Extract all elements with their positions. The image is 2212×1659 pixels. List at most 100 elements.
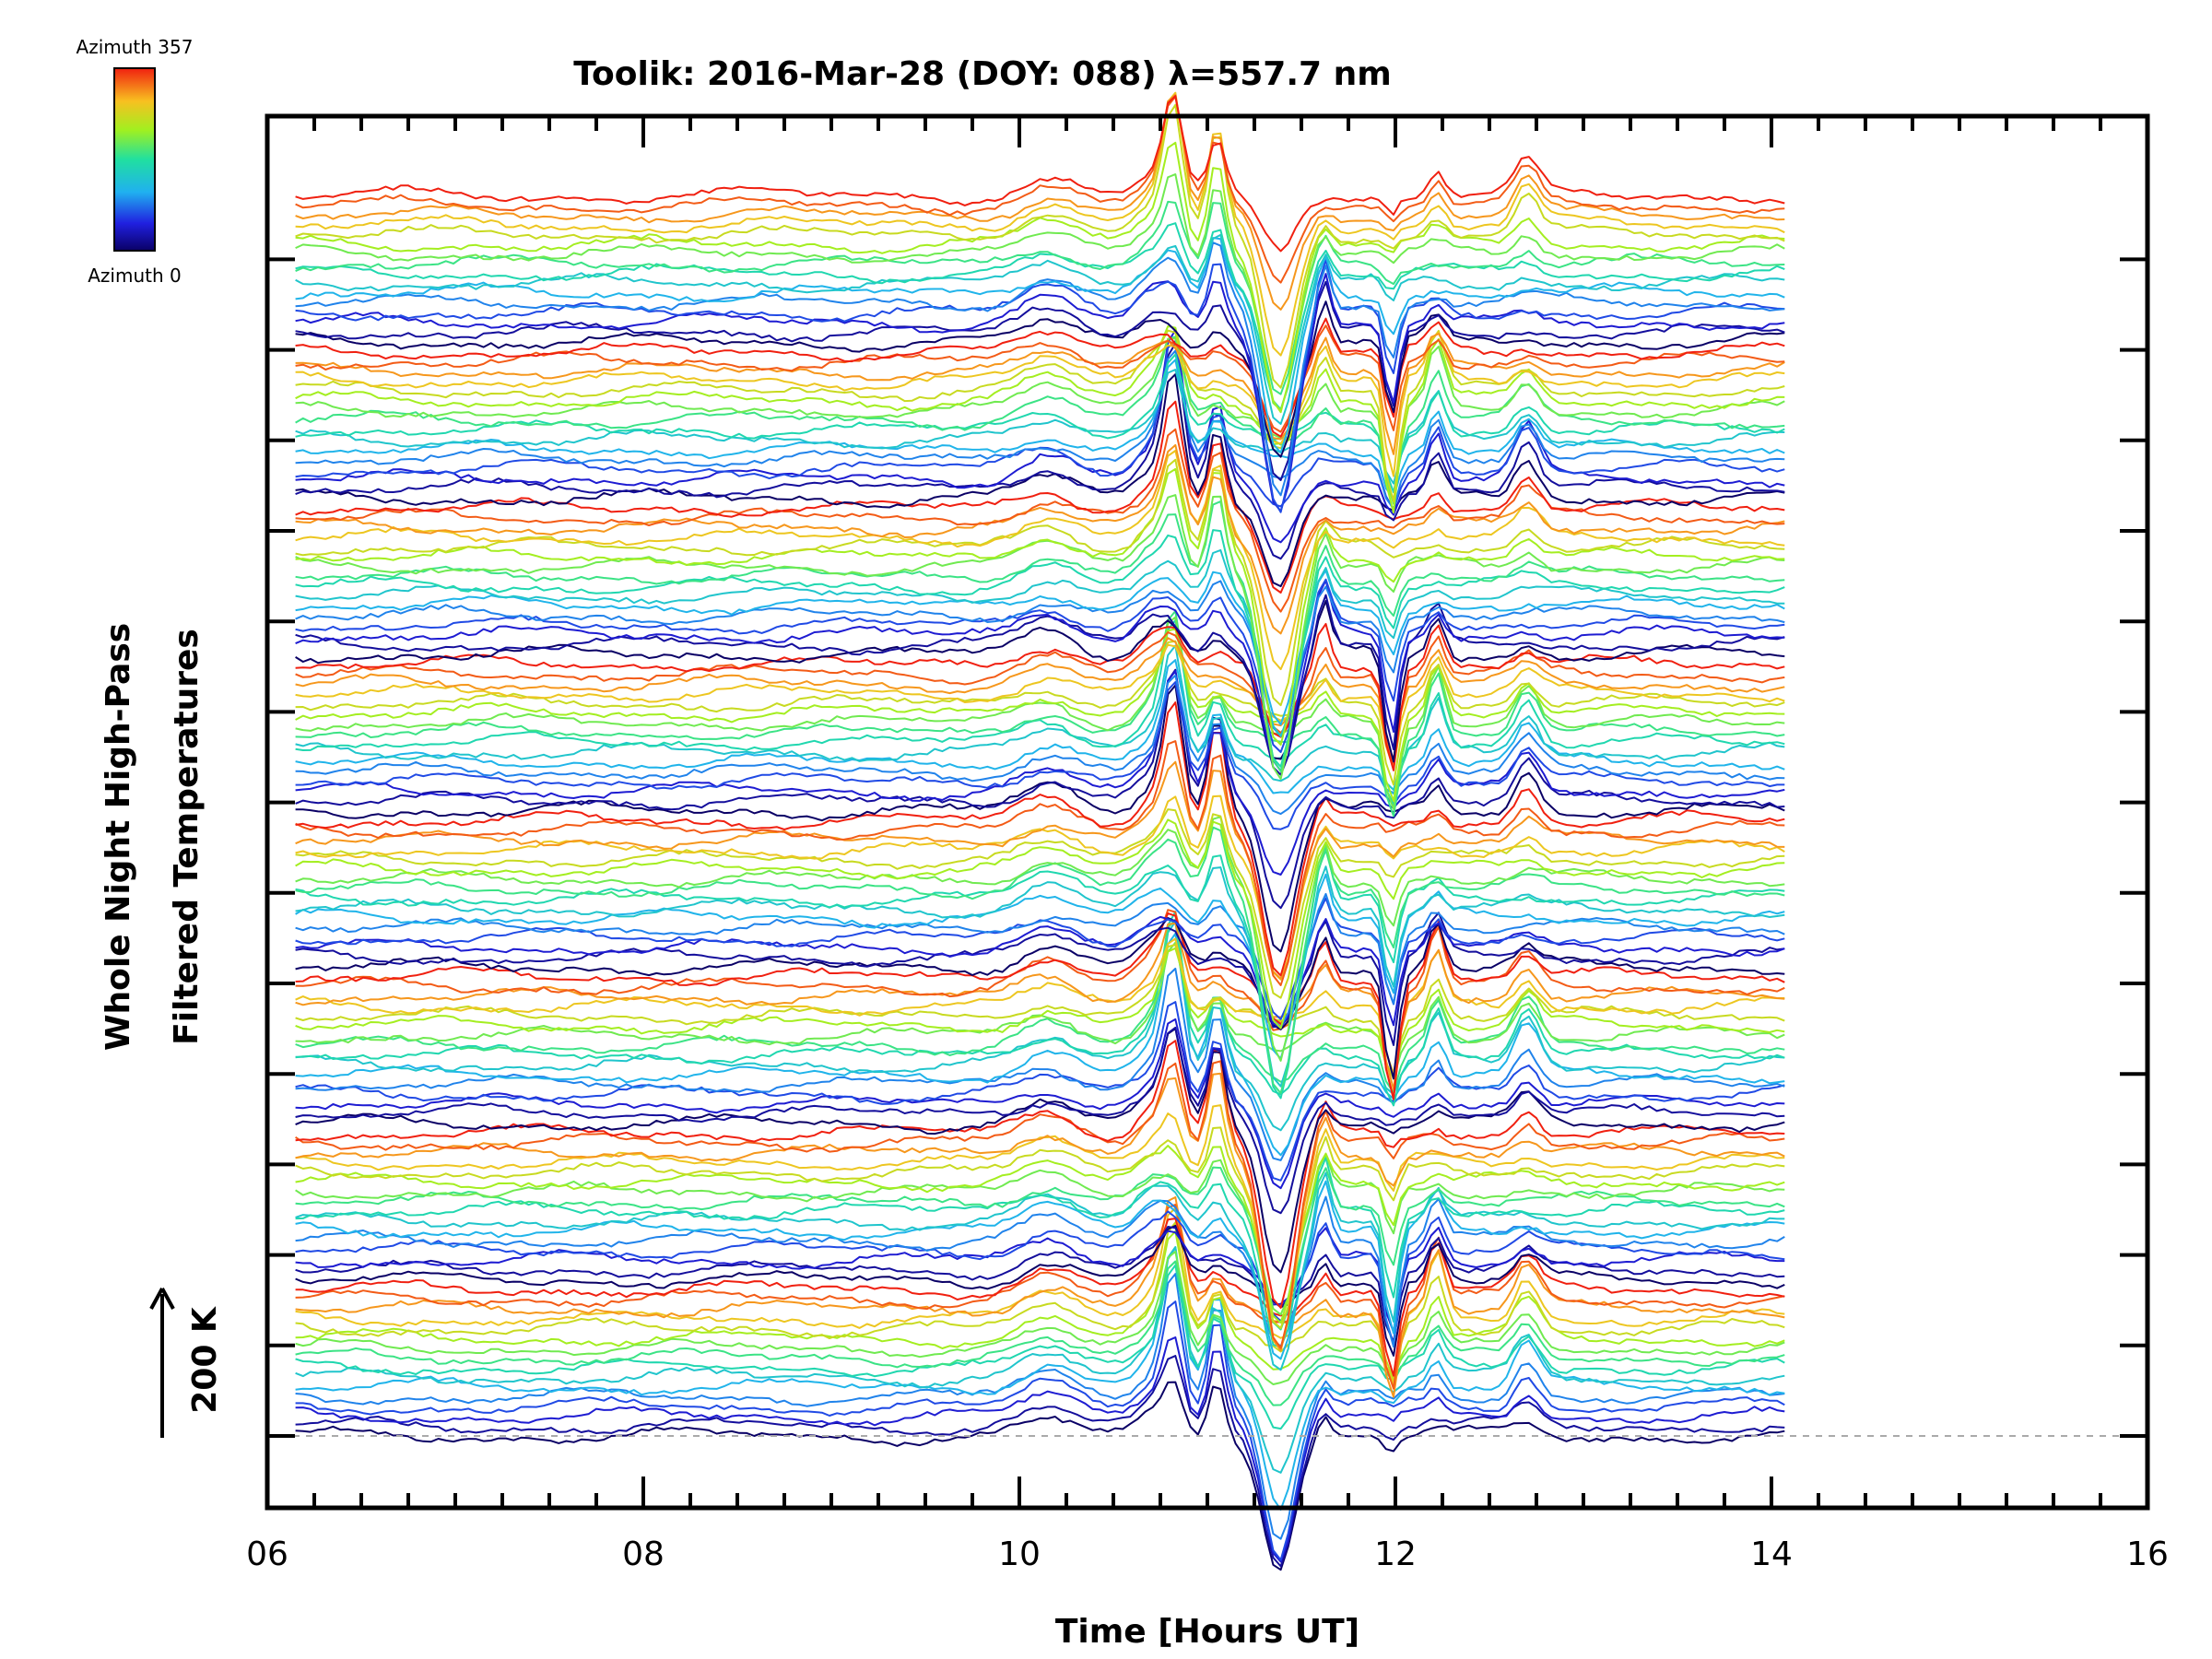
series-line [295,1264,1785,1430]
x-tick-label: 06 [246,1535,288,1573]
x-tick-label: 12 [1374,1535,1417,1573]
series-line [295,1126,1785,1329]
series-line [295,349,1785,510]
series-line [295,659,1785,794]
series-line [295,865,1785,1088]
series-line [295,337,1785,505]
series-line [295,1153,1785,1316]
series-line [295,897,1785,1020]
series-line [295,173,1785,411]
series-line [295,967,1785,1161]
series-line [295,1250,1785,1385]
y-axis-label-line-2: Filtered Temperatures [168,629,206,1045]
series-line [295,1300,1785,1561]
series-group [295,91,1785,1571]
series-line [295,359,1785,500]
series-line [295,1104,1785,1351]
series-line [295,325,1785,514]
series-line [295,428,1785,613]
series-line [295,569,1785,726]
scale-bar-label: 200 K [186,1306,224,1414]
series-line [295,619,1785,806]
series-line [295,1145,1785,1324]
series-line [295,1227,1785,1334]
series-line [295,911,1785,1107]
scale-bar: 200 K [149,1288,224,1438]
x-axis-label: Time [Hours UT] [1055,1613,1359,1651]
series-line [295,237,1785,453]
series-line [295,808,1785,999]
x-tick-label: 16 [2126,1535,2169,1573]
series-line [295,1218,1785,1377]
series-line [295,233,1785,425]
series-line [295,458,1785,707]
series-line [295,912,1785,1046]
series-line [295,578,1785,753]
series-line [295,622,1785,771]
series-line [295,1273,1785,1540]
series-line [295,1040,1785,1309]
series-line [295,674,1785,816]
series-line [295,353,1785,494]
x-tick-label: 08 [622,1535,665,1573]
series-line [295,816,1785,1062]
colorbar-top-label: Azimuth 357 [76,36,194,58]
series-line [295,937,1785,1075]
series-line [295,818,1785,1030]
series-line [295,1210,1785,1346]
series-line [295,701,1785,977]
series-line [295,333,1785,455]
series-line [295,300,1785,458]
series-line [295,1226,1785,1343]
series-line [295,280,1785,481]
series-line [295,917,1785,1080]
scale-bar-arrowhead [149,1288,175,1310]
series-line [295,373,1785,588]
series-line [295,681,1785,830]
series-line [295,222,1785,411]
series-line [295,1060,1785,1349]
series-line [295,1381,1785,1571]
series-line [295,826,1785,1095]
series-line [295,918,1785,1094]
series-line [295,1230,1785,1382]
series-line [295,259,1785,513]
series-line [295,335,1785,504]
series-line [295,643,1785,770]
series-line [295,760,1785,980]
series-line [295,1221,1785,1380]
series-line [295,1157,1785,1349]
series-line [295,1196,1785,1398]
series-line [295,594,1785,776]
series-line [295,1204,1785,1390]
series-line [295,467,1785,746]
colorbar-gradient [113,67,156,252]
series-line [295,400,1785,594]
series-line [295,91,1785,357]
series-line [295,324,1785,433]
series-line [295,95,1785,284]
axis-ticks [265,116,2149,1508]
x-tick-labels: 06 08 10 12 14 16 [246,1535,2169,1573]
series-line [295,93,1785,311]
colorbar-bottom-label: Azimuth 0 [88,265,182,287]
series-line [295,1018,1785,1190]
series-line [295,892,1785,1029]
series-line [295,644,1785,791]
x-tick-label: 10 [998,1535,1041,1573]
x-tick-label: 14 [1750,1535,1793,1573]
series-line [295,317,1785,438]
series-line [295,1166,1785,1331]
series-line [295,1246,1785,1511]
series-line [295,1180,1785,1360]
series-line [295,845,1785,1100]
series-line [295,500,1785,772]
series-line [295,1028,1785,1274]
series-line [295,331,1785,477]
series-line [295,915,1785,1029]
azimuth-colorbar: Azimuth 357 Azimuth 0 [76,36,194,287]
series-line [295,740,1785,986]
series-line [295,873,1785,1060]
series-line [295,668,1785,910]
